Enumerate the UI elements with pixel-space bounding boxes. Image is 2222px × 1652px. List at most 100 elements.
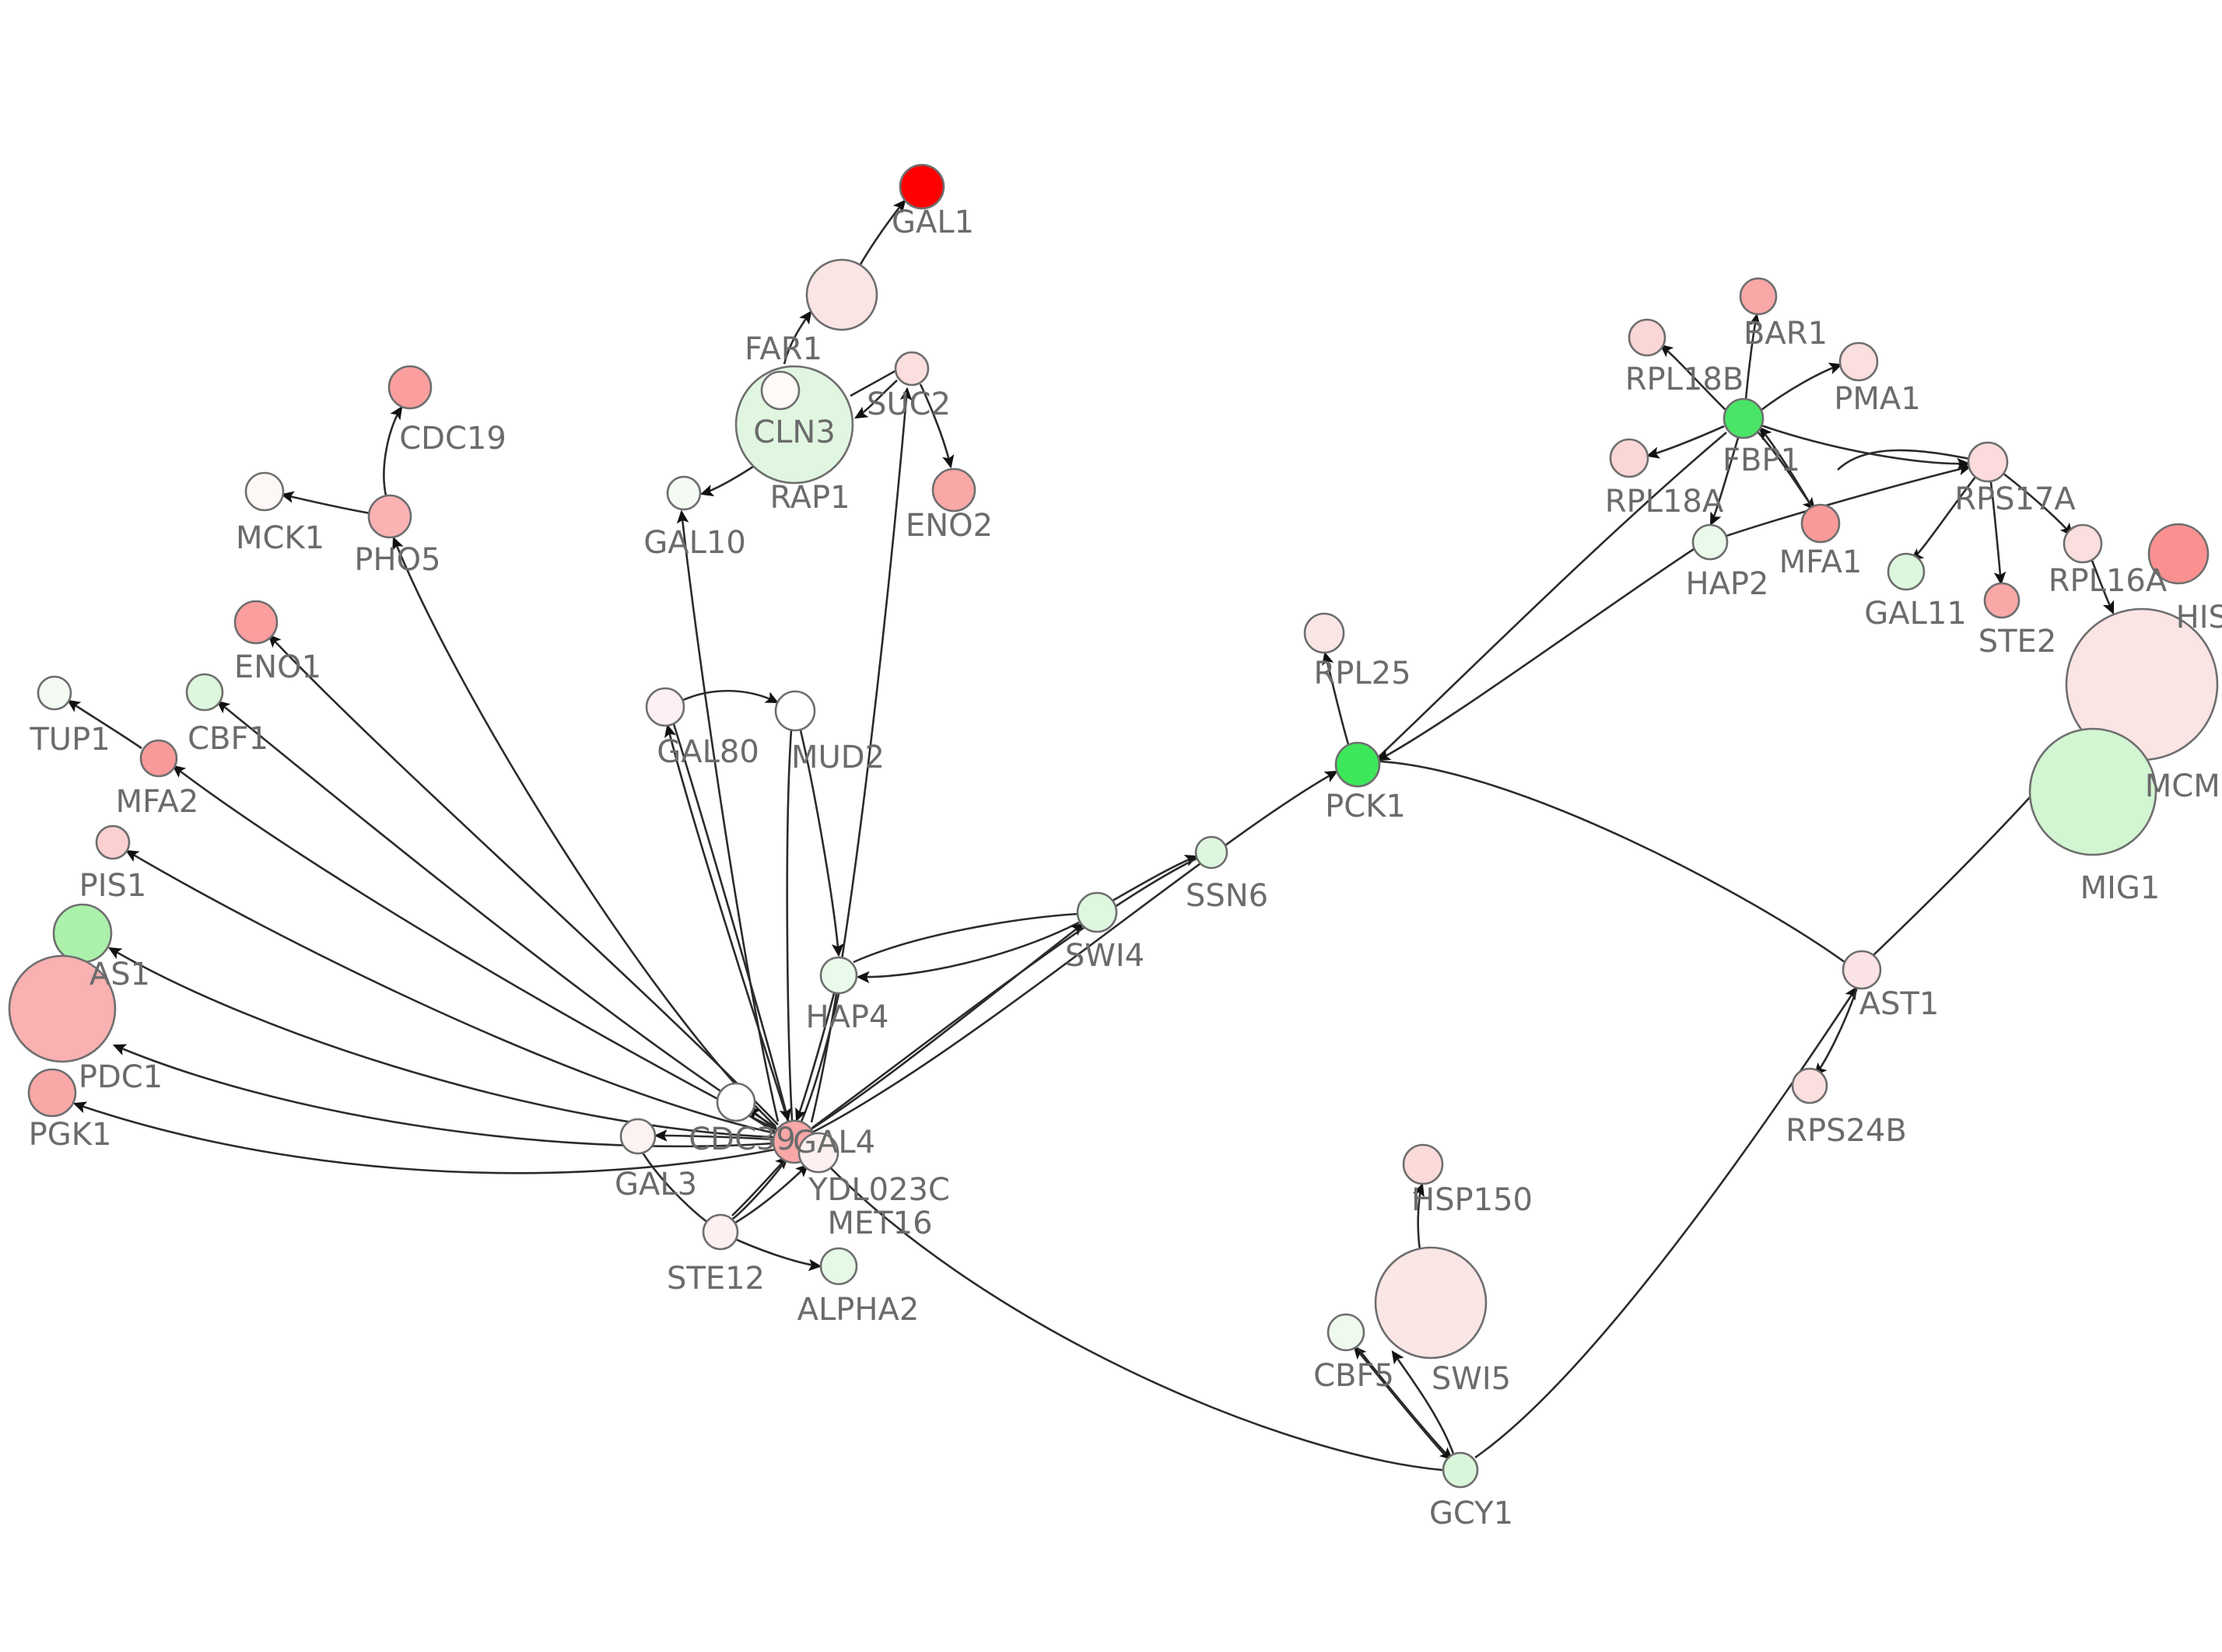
node-gcy1[interactable] <box>1442 1451 1479 1489</box>
node-mck1[interactable] <box>244 471 285 512</box>
node-swi5[interactable] <box>1374 1246 1488 1360</box>
node-pho5[interactable] <box>367 494 412 539</box>
node-far1[interactable] <box>805 258 878 331</box>
node-label-mfa2: MFA2 <box>116 784 199 820</box>
node-eno2[interactable] <box>931 467 976 513</box>
node-mig1[interactable] <box>2028 727 2157 856</box>
node-hsp150[interactable] <box>1402 1143 1444 1185</box>
node-rpl18a[interactable] <box>1609 438 1649 478</box>
node-pis1[interactable] <box>95 824 131 860</box>
node-label-hsp150: HSP150 <box>1411 1182 1533 1218</box>
node-label-pho5: PHO5 <box>354 542 440 578</box>
node-hap2[interactable] <box>1691 523 1729 561</box>
edge-ast1-to-pck1 <box>1379 760 1845 964</box>
node-tup1[interactable] <box>37 675 72 711</box>
node-mfa2[interactable] <box>139 739 178 778</box>
node-label-swi5: SWI5 <box>1432 1361 1511 1397</box>
edge-far1-to-gal1 <box>857 199 906 269</box>
node-alpha2[interactable] <box>819 1247 858 1286</box>
node-gal11[interactable] <box>1887 552 1926 591</box>
node-ste2[interactable] <box>1983 582 2020 619</box>
edge-gcy1-to-swi5 <box>1391 1350 1455 1454</box>
node-rap1[interactable] <box>760 370 801 411</box>
node-rpl25[interactable] <box>1303 612 1345 654</box>
node-rps24b[interactable] <box>1791 1067 1828 1104</box>
edge-gal4-to-gal10 <box>676 509 780 1122</box>
edge-ast1-to-rps24b <box>1814 987 1859 1076</box>
edge-swi4-to-ssn6 <box>1112 855 1199 902</box>
edge-gal4-to-pgk1 <box>72 1101 776 1174</box>
node-label-ast1: AST1 <box>1859 986 1940 1022</box>
node-gal1[interactable] <box>899 163 945 210</box>
node-ssn6[interactable] <box>1194 835 1228 870</box>
edge-gal4-to-gal3 <box>654 1129 776 1142</box>
edge-gcy1-to-ast1 <box>1474 986 1858 1459</box>
node-as1[interactable] <box>52 903 113 964</box>
node-label-gal80: GAL80 <box>657 734 759 770</box>
node-cbf5[interactable] <box>1327 1313 1365 1352</box>
edge-fbp1-to-bar1 <box>1744 313 1761 400</box>
node-gal10[interactable] <box>666 475 702 511</box>
node-label-hap2: HAP2 <box>1685 566 1768 602</box>
edge-fbp1-to-rpl18a <box>1645 425 1725 459</box>
node-label-far1: FAR1 <box>745 331 822 367</box>
edge-mfa1-to-fbp1 <box>1758 426 1814 509</box>
node-hap4[interactable] <box>819 956 858 995</box>
node-label-eno2: ENO2 <box>906 508 993 544</box>
node-label-pma1: PMA1 <box>1834 381 1920 417</box>
node-gal3[interactable] <box>619 1118 657 1155</box>
edge-mfa2-to-tup1 <box>67 699 142 750</box>
node-gal80[interactable] <box>645 687 685 727</box>
node-ydl023c[interactable] <box>797 1132 839 1174</box>
node-cdc19[interactable] <box>387 365 433 410</box>
node-swi4[interactable] <box>1076 891 1118 933</box>
edge-gal4-to-ssn6 <box>811 856 1199 1129</box>
node-label-mig1: MIG1 <box>2080 870 2161 906</box>
node-rps17a[interactable] <box>1967 441 2009 483</box>
node-label-ydl023c: YDL023C <box>808 1172 950 1208</box>
node-eno1[interactable] <box>233 600 279 645</box>
node-pma1[interactable] <box>1838 341 1879 382</box>
edge-pho5-to-cdc19 <box>383 406 403 496</box>
node-label-rap1: RAP1 <box>769 480 850 516</box>
edge-gal80-to-mud2 <box>682 690 780 704</box>
node-cbf1[interactable] <box>185 673 224 712</box>
edge-gal4-to-swi4 <box>810 922 1085 1131</box>
node-ast1[interactable] <box>1842 950 1882 990</box>
node-mfa1[interactable] <box>1800 503 1841 544</box>
edge-gal4-to-ste12 <box>729 1157 789 1223</box>
node-label-pgk1: PGK1 <box>29 1117 112 1153</box>
node-his4[interactable] <box>2147 523 2210 585</box>
node-label-ste12: STE12 <box>667 1261 765 1297</box>
node-rpl18b[interactable] <box>1628 318 1666 357</box>
edge-layer <box>67 199 2115 1472</box>
edge-gal4-to-pck1 <box>811 770 1339 1134</box>
node-ste12[interactable] <box>702 1213 739 1251</box>
node-rpl16a[interactable] <box>2063 523 2103 564</box>
node-mud2[interactable] <box>774 690 816 732</box>
node-pck1[interactable] <box>1334 741 1381 788</box>
node-label-mud2: MUD2 <box>791 740 885 775</box>
node-label-swi4: SWI4 <box>1065 938 1144 974</box>
node-fbp1[interactable] <box>1723 397 1765 439</box>
edge-gal80-to-gal4 <box>672 723 791 1122</box>
edge-gal4-to-gal80 <box>664 723 790 1122</box>
edge-hap2-to-rps17a <box>1726 463 1972 537</box>
node-bar1[interactable] <box>1739 277 1778 316</box>
edge-mud2-to-gal4 <box>786 730 794 1121</box>
node-pdc1[interactable] <box>8 954 117 1063</box>
edge-gal4-to-pho5 <box>392 536 776 1127</box>
node-suc2[interactable] <box>894 351 930 387</box>
edge-cln3-to-gal10 <box>699 465 754 497</box>
node-pgk1[interactable] <box>27 1068 77 1118</box>
edge-hap4-to-swi4 <box>853 912 1078 964</box>
node-label-gcy1: GCY1 <box>1429 1496 1513 1531</box>
node-label-mcm1: MCM1 <box>2145 768 2222 804</box>
node-label-gal10: GAL10 <box>643 525 746 561</box>
edge-mud2-to-hap4 <box>799 730 844 957</box>
edge-ste12-to-alpha2 <box>736 1238 822 1272</box>
node-cdcx[interactable] <box>716 1082 756 1122</box>
edge-gal4-to-cbf1 <box>216 700 777 1129</box>
edge-gcy1-to-cbf5 <box>1353 1346 1448 1458</box>
